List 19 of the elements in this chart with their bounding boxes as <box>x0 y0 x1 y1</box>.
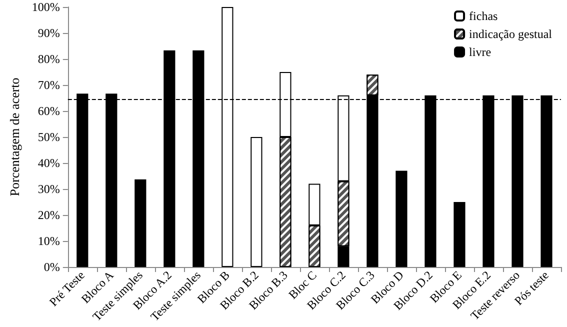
y-tick-label: 20% <box>38 208 60 222</box>
y-tick-label: 50% <box>38 130 60 144</box>
y-tick-label: 0% <box>44 260 60 274</box>
legend-label: livre <box>469 45 492 59</box>
y-tick-label: 30% <box>38 182 60 196</box>
legend-label: fichas <box>469 9 498 23</box>
bar <box>396 170 408 267</box>
bar <box>250 137 262 267</box>
bar <box>454 202 466 267</box>
bar <box>134 179 146 267</box>
y-tick-label: 80% <box>38 52 60 66</box>
y-tick-label: 10% <box>38 234 60 248</box>
y-tick-label: 60% <box>38 104 60 118</box>
y-tick-label: 70% <box>38 78 60 92</box>
y-tick-label: 40% <box>38 156 60 170</box>
legend-label: indicação gestual <box>469 27 553 41</box>
y-tick-label: 100% <box>32 0 60 14</box>
y-tick-label: 90% <box>38 26 60 40</box>
y-axis-title: Porcentagem de acerto <box>7 78 22 196</box>
